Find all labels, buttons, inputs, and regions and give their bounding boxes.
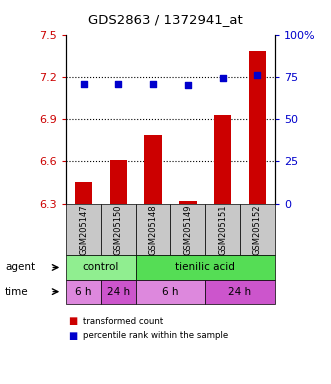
Point bbox=[150, 81, 156, 87]
Text: 6 h: 6 h bbox=[162, 286, 179, 297]
Text: GSM205148: GSM205148 bbox=[149, 204, 158, 255]
Text: GSM205152: GSM205152 bbox=[253, 204, 262, 255]
Text: time: time bbox=[5, 286, 28, 297]
Text: GDS2863 / 1372941_at: GDS2863 / 1372941_at bbox=[88, 13, 243, 26]
Text: ■: ■ bbox=[68, 331, 77, 341]
Bar bbox=[144, 134, 162, 204]
Point bbox=[116, 81, 121, 87]
Bar bbox=[214, 115, 231, 204]
Text: agent: agent bbox=[5, 262, 35, 273]
Point bbox=[255, 72, 260, 78]
Text: transformed count: transformed count bbox=[83, 316, 163, 326]
Text: GSM205147: GSM205147 bbox=[79, 204, 88, 255]
Text: control: control bbox=[83, 262, 119, 273]
Text: 6 h: 6 h bbox=[75, 286, 92, 297]
Text: 24 h: 24 h bbox=[107, 286, 130, 297]
Text: GSM205150: GSM205150 bbox=[114, 204, 123, 255]
Bar bbox=[179, 201, 197, 204]
Bar bbox=[110, 160, 127, 204]
Point bbox=[185, 82, 190, 88]
Bar bbox=[75, 182, 92, 204]
Text: 24 h: 24 h bbox=[228, 286, 252, 297]
Text: GSM205151: GSM205151 bbox=[218, 204, 227, 255]
Bar bbox=[249, 51, 266, 204]
Text: tienilic acid: tienilic acid bbox=[175, 262, 235, 273]
Point bbox=[81, 81, 86, 87]
Text: ■: ■ bbox=[68, 316, 77, 326]
Point bbox=[220, 75, 225, 81]
Text: GSM205149: GSM205149 bbox=[183, 204, 192, 255]
Text: percentile rank within the sample: percentile rank within the sample bbox=[83, 331, 228, 340]
